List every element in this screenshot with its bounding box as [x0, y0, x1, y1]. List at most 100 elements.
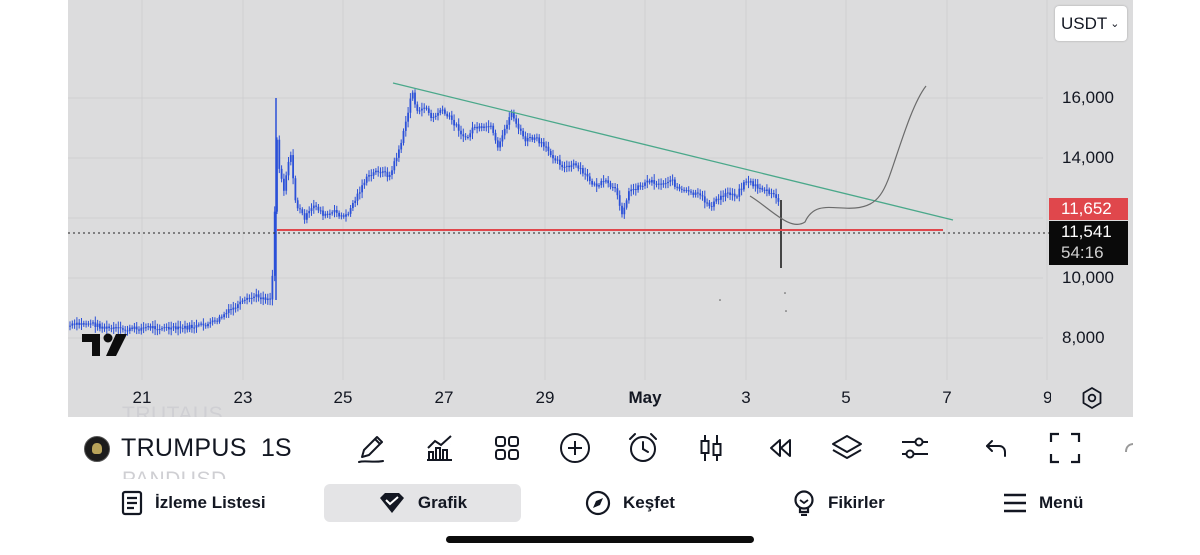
candle-body: [427, 108, 430, 113]
indicators-icon[interactable]: [421, 430, 457, 466]
candle-body: [637, 185, 639, 191]
candle-body: [142, 327, 145, 329]
candle-body: [683, 189, 685, 191]
candle-body: [669, 180, 672, 182]
candle-body: [78, 322, 81, 325]
chart-settings-icon[interactable]: [1080, 386, 1104, 415]
candle-body: [703, 196, 706, 203]
candle-body: [425, 107, 428, 109]
candle-body: [667, 181, 669, 184]
candle-body: [577, 165, 580, 169]
candle-body: [522, 130, 524, 137]
chart-area[interactable]: [68, 0, 1133, 417]
candle-body: [552, 155, 554, 159]
candle-body: [391, 170, 393, 176]
candle-body: [188, 324, 191, 330]
price-chart[interactable]: [68, 0, 1133, 417]
grid-icon[interactable]: [489, 430, 525, 466]
candle-body: [508, 117, 511, 125]
candle-body: [747, 181, 750, 183]
sliders-icon[interactable]: [897, 430, 933, 466]
candle-body: [674, 179, 676, 187]
candle-body: [165, 326, 168, 328]
candle-body: [434, 115, 437, 117]
symbol-name[interactable]: TRUMPUS: [121, 434, 247, 462]
candle-body: [195, 325, 198, 328]
candle-body: [501, 135, 504, 142]
candle-body: [761, 187, 764, 190]
plus-icon[interactable]: [557, 430, 593, 466]
symbol-logo[interactable]: [84, 436, 110, 462]
candle-body: [490, 125, 492, 127]
candle-body: [531, 137, 534, 140]
candle-body: [517, 123, 520, 129]
candle-body: [76, 322, 78, 325]
candle-body: [473, 126, 476, 128]
candle-body: [657, 183, 660, 185]
candle-body: [586, 173, 589, 177]
candle-body: [85, 323, 87, 325]
alarm-icon[interactable]: [625, 430, 661, 466]
candle-body: [170, 327, 173, 330]
candle-body: [278, 139, 281, 169]
layers-icon[interactable]: [829, 430, 865, 466]
more-tools-icon[interactable]: [1118, 430, 1133, 466]
undo-icon[interactable]: [977, 430, 1013, 466]
interval-button[interactable]: 1S: [261, 434, 292, 462]
candle-body: [197, 324, 200, 326]
candle-body: [439, 110, 442, 113]
candle-body: [450, 115, 453, 120]
candle-body: [492, 125, 495, 133]
speck: [719, 299, 721, 301]
candle-body: [407, 112, 409, 122]
nav-menu[interactable]: Menü: [1003, 484, 1083, 522]
candle-body: [777, 198, 780, 202]
ghost-symbol-below: PANDUSD: [122, 468, 227, 479]
candle-body: [685, 189, 688, 191]
candle-body: [135, 326, 138, 330]
candle-body: [584, 173, 587, 175]
home-indicator: [446, 536, 754, 543]
candle-body: [623, 207, 626, 215]
candle-body: [676, 186, 679, 188]
last-price: 11,541: [1061, 222, 1112, 241]
candle-body: [96, 323, 99, 327]
candle-body: [82, 323, 85, 325]
candle-body: [621, 205, 623, 215]
x-axis-label: 7: [942, 388, 952, 407]
fullscreen-icon[interactable]: [1047, 430, 1083, 466]
nav-chart[interactable]: Grafik: [324, 484, 521, 522]
candle-body: [600, 181, 603, 186]
tradingview-logo[interactable]: [80, 332, 128, 363]
pen-icon[interactable]: [353, 430, 389, 466]
candle-body: [724, 193, 727, 197]
currency-selector[interactable]: USDT ⌄: [1055, 6, 1127, 41]
candle-body: [94, 322, 97, 327]
candle-body: [651, 180, 653, 183]
candle-body: [729, 192, 731, 196]
candle-body: [519, 128, 522, 131]
candle-body: [768, 189, 771, 194]
candle-body: [340, 215, 343, 217]
candle-body: [690, 191, 692, 193]
candle-body: [103, 326, 106, 329]
candle-body: [437, 112, 439, 116]
candle-body: [361, 185, 363, 193]
candle-body: [430, 112, 432, 118]
candle-body: [733, 193, 736, 197]
candle-body: [545, 146, 547, 148]
candle-body: [285, 175, 288, 191]
nav-explore[interactable]: Keşfet: [585, 484, 675, 522]
candle-body: [87, 323, 90, 325]
nav-ideas[interactable]: Fikirler: [792, 484, 885, 522]
candle-body: [209, 322, 212, 324]
candle-body: [310, 208, 313, 211]
candle-body: [524, 136, 527, 142]
candle-body: [471, 127, 474, 134]
nav-watchlist[interactable]: İzleme Listesi: [121, 484, 266, 522]
candle-body: [168, 326, 170, 330]
candle-body: [644, 182, 646, 186]
rewind-icon[interactable]: [761, 430, 797, 466]
candle-body: [582, 168, 584, 174]
candles-icon[interactable]: [693, 430, 729, 466]
